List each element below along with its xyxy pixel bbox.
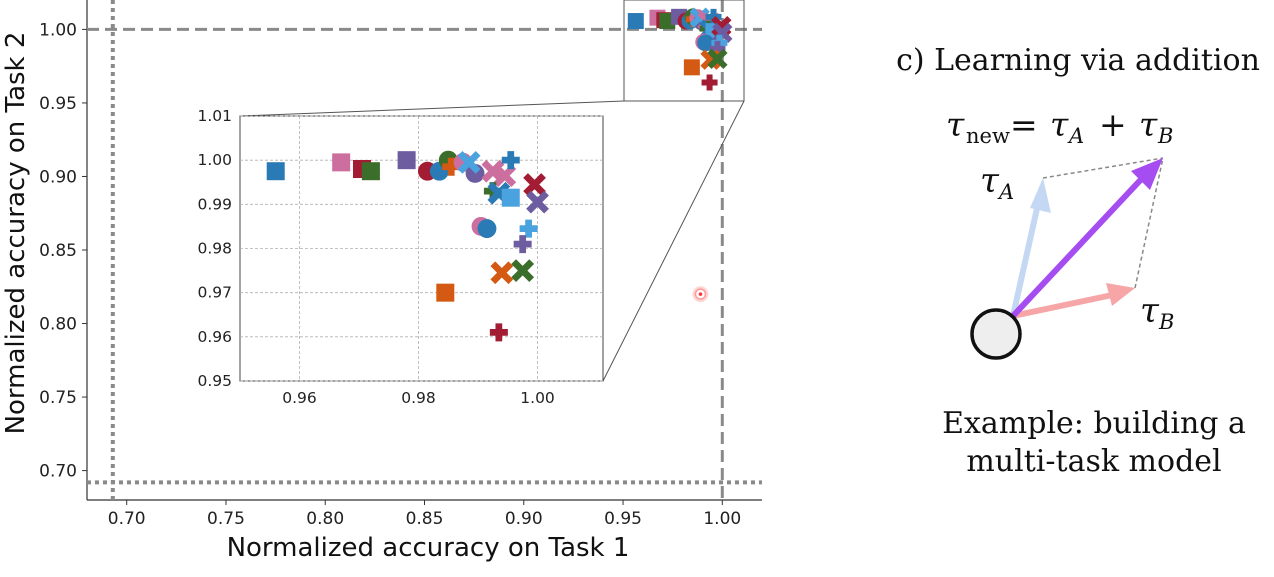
inset-y-tick-label: 1.00: [197, 151, 232, 169]
inset-data-point-x: [511, 259, 535, 282]
x-tick-label: 0.75: [207, 509, 245, 529]
equation: τ new = τ A + τ B: [946, 105, 1173, 148]
main-scatter-chart: 0.70 0.75 0.80 0.85 0.90 0.95 1.00 0.70 0.75 0.80…: [1, 0, 762, 563]
parallelogram-dashed-edge: [1134, 157, 1164, 289]
equation-tau-b: τ: [1139, 105, 1158, 144]
main-y-axis-label: Normalized accuracy on Task 2: [1, 32, 31, 435]
equation-new-subscript: new: [966, 124, 1010, 148]
diagram-caption-line2: multi-task model: [966, 444, 1221, 479]
task-arithmetic-diagram: c) Learning via addition τ new = τ A + τ…: [896, 43, 1260, 479]
x-tick-label: 1.00: [703, 509, 741, 529]
inset-data-point-plus: [489, 323, 508, 342]
highlight-point: [698, 292, 703, 296]
arrow-tau-a: [1010, 194, 1043, 317]
inset-x-tick-label: 0.98: [401, 389, 436, 407]
equation-a-subscript: A: [1067, 124, 1084, 148]
y-tick-label: 0.80: [39, 315, 77, 335]
y-tick-label: 1.00: [39, 20, 77, 40]
y-tick-label: 0.90: [39, 167, 77, 187]
inset-data-point-square: [397, 151, 416, 170]
zoom-source-box: [623, 0, 745, 102]
equation-tau-a: τ: [1050, 105, 1069, 144]
y-tick-label: 0.95: [39, 94, 77, 114]
x-tick-label: 0.95: [604, 509, 642, 529]
inset-data-point-square: [361, 162, 380, 181]
inset-data-point-plus: [513, 235, 532, 254]
equation-plus: +: [1099, 105, 1127, 144]
arrow-tau-b: [1012, 291, 1118, 319]
y-tick-label: 0.75: [39, 388, 77, 408]
inset-data-point-square: [501, 188, 520, 207]
inset-data-point-x: [526, 190, 549, 214]
arrow-tau-new-head: [1131, 158, 1163, 190]
zoom-connector-line: [239, 100, 625, 117]
diagram-caption-line1: Example: building a: [942, 406, 1246, 441]
x-tick-label: 0.70: [108, 509, 146, 529]
inset-y-tick-label: 0.97: [197, 284, 232, 302]
inset-data-point-x: [457, 150, 481, 174]
inset-zoom-chart: 0.96 0.98 1.00 0.95 0.96 0.97 0.98 0.99 1.00 1.01: [197, 107, 604, 407]
main-data-point-x: [707, 48, 728, 70]
inset-x-tick-label: 1.00: [520, 389, 555, 407]
y-tick-label: 0.85: [39, 241, 77, 261]
inset-data-point-plus: [501, 151, 520, 170]
inset-x-tick-label: 0.96: [282, 389, 317, 407]
inset-data-point-square: [266, 162, 285, 181]
label-tau-b-subscript: B: [1158, 310, 1174, 334]
inset-y-tick-label: 0.99: [197, 195, 232, 213]
inset-data-point-circle: [477, 219, 497, 239]
arrow-tau-new: [1010, 169, 1151, 319]
inset-data-point-x: [523, 173, 546, 196]
main-data-point-square: [627, 13, 644, 30]
parallelogram-dashed-edge: [1042, 157, 1164, 179]
inset-data-point-x: [490, 261, 514, 285]
x-tick-label: 0.85: [406, 509, 444, 529]
main-data-point-square: [683, 59, 700, 76]
equation-equals: =: [1010, 105, 1038, 144]
main-data-point-plus: [701, 74, 718, 91]
label-tau-a-subscript: A: [997, 180, 1014, 204]
inset-y-tick-label: 0.98: [197, 240, 232, 258]
inset-y-tick-label: 0.96: [197, 328, 232, 346]
origin-circle: [970, 308, 1022, 360]
equation-tau-new: τ: [946, 105, 965, 144]
x-tick-label: 0.90: [505, 509, 543, 529]
equation-b-subscript: B: [1157, 124, 1173, 148]
x-tick-label: 0.80: [306, 509, 344, 529]
arrow-tau-b-head: [1106, 283, 1135, 306]
diagram-heading: c) Learning via addition: [896, 43, 1260, 78]
main-x-axis-label: Normalized accuracy on Task 1: [227, 533, 630, 563]
label-tau-b: τ: [1140, 291, 1160, 331]
zoom-indicator: [239, 0, 745, 382]
inset-data-point-plus: [519, 219, 538, 238]
y-tick-label: 0.70: [39, 462, 77, 482]
inset-y-tick-label: 0.95: [197, 372, 232, 390]
inset-data-point-x: [493, 164, 517, 188]
inset-y-tick-label: 1.01: [197, 107, 232, 125]
label-tau-a: τ: [980, 161, 1000, 201]
zoom-connector-line: [602, 100, 745, 382]
inset-data-point-square: [436, 283, 455, 302]
arrow-tau-a-head: [1030, 178, 1051, 213]
inset-data-point-square: [332, 153, 351, 172]
